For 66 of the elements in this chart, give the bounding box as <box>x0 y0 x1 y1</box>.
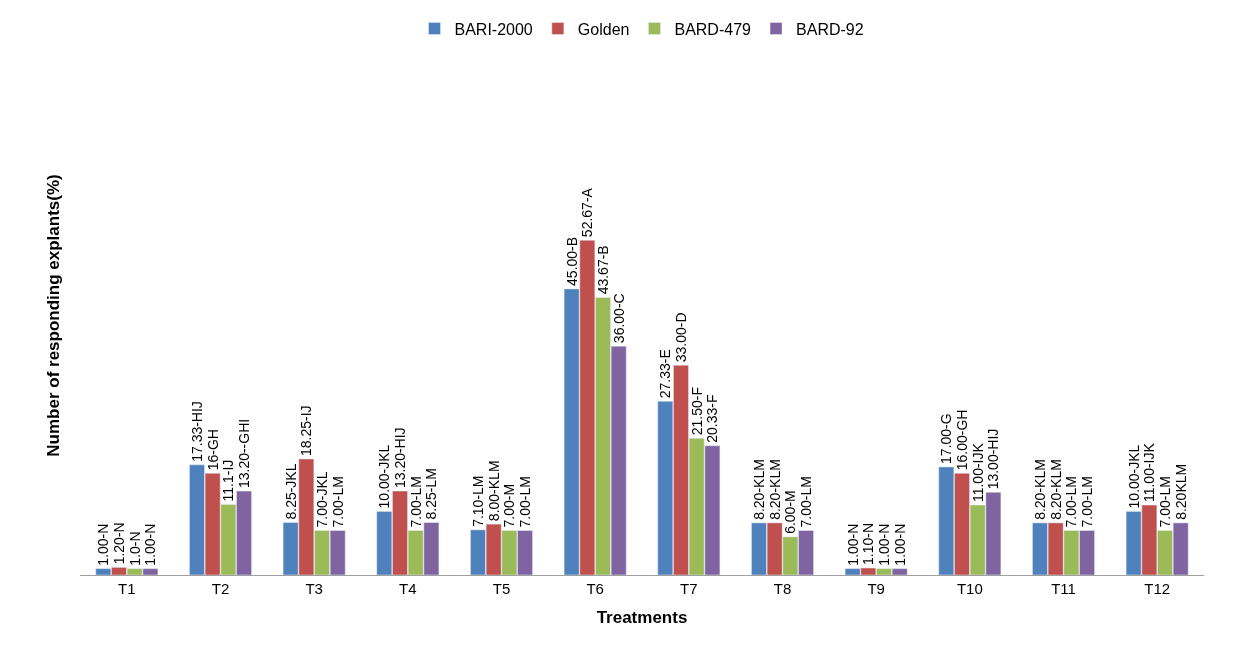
data-label: 10.00-JKL <box>1125 444 1142 509</box>
x-tick-label: T4 <box>399 580 417 597</box>
data-label: 13.20--GHI <box>236 418 253 489</box>
data-label: 8.00-KLM <box>485 460 502 522</box>
data-label: 11.00-IJK <box>969 442 986 503</box>
data-label: 8.20-KLM <box>1031 459 1048 520</box>
x-tick-label: T2 <box>211 580 230 597</box>
data-label: 43.67-B <box>595 245 612 295</box>
data-label: 7.00-LM <box>1063 476 1080 528</box>
y-axis-title: Number of responding explants(%) <box>43 174 63 457</box>
x-tick-label: T8 <box>773 580 792 597</box>
data-label: 21.50-F <box>688 387 705 436</box>
data-label: 7.00-LM <box>798 476 815 528</box>
data-label: 7.00-LM <box>1157 476 1174 528</box>
x-tick-label: T9 <box>867 580 885 597</box>
data-label: 17.33-HIJ <box>188 401 205 462</box>
x-tick-label: T11 <box>1051 580 1076 597</box>
data-label: 7.00-LM <box>407 476 424 528</box>
x-tick-label: T5 <box>492 580 511 597</box>
data-label: 7.00-JKL <box>314 471 331 528</box>
x-tick-label: T6 <box>586 580 604 597</box>
data-label: 1.00-N <box>891 523 908 566</box>
data-label: 11.00-IJK <box>1141 442 1158 503</box>
data-label: 16-GH <box>204 429 221 471</box>
legend-label: BARD-92 <box>796 20 864 38</box>
data-label: 10.00-JKL <box>376 444 393 509</box>
x-tick-label: T10 <box>956 580 983 597</box>
x-tick-label: T3 <box>305 580 323 597</box>
legend-label: BARD-479 <box>674 20 752 38</box>
data-label: 45.00-B <box>563 236 580 286</box>
data-label: 20.33-F <box>704 394 721 443</box>
data-label: 7.00-LM <box>517 476 534 528</box>
data-label: 1.10-N <box>860 522 877 566</box>
legend-label: Golden <box>577 20 630 38</box>
data-label: 7.00-M <box>501 483 518 528</box>
x-axis-title: Treatments <box>596 608 688 628</box>
x-tick-label: T12 <box>1144 580 1171 597</box>
data-label: 1.00-N <box>876 523 893 566</box>
data-label: 36.00-C <box>610 293 627 344</box>
data-label: 1.00-N <box>142 523 159 566</box>
data-label: 8.20-KLM <box>1047 459 1064 520</box>
data-label: 7.00-LM <box>1079 476 1096 528</box>
data-label: 11.1-IJ <box>220 459 237 502</box>
data-label: 52.67-A <box>579 187 596 238</box>
data-label: 8.20-KLM <box>766 459 783 520</box>
data-label: 8.20-KLM <box>750 459 767 520</box>
data-label: 8.25-JKL <box>282 463 299 520</box>
data-label: 6.00-M <box>782 490 799 534</box>
data-label: 7.10-LM <box>469 475 486 527</box>
data-label: 27.33-E <box>657 349 674 399</box>
data-label: 1.20-N <box>110 522 127 565</box>
data-label: 17.00-G <box>938 413 955 464</box>
data-label: 33.00-D <box>672 312 689 363</box>
x-tick-label: T1 <box>118 580 136 597</box>
data-label: 16.00-GH <box>953 409 970 471</box>
data-label: 13.20-HIJ <box>391 427 408 489</box>
data-label: 1.00-N <box>95 523 112 566</box>
data-label: 13.00-HIJ <box>985 428 1002 490</box>
legend-label: BARI-2000 <box>454 20 533 38</box>
data-label: 18.25-IJ <box>298 405 315 456</box>
x-tick-label: T7 <box>680 580 698 597</box>
data-label: 1.0-N <box>126 531 143 566</box>
data-label: 1.00-N <box>844 523 861 566</box>
data-label: 7.00-LM <box>329 476 346 528</box>
data-label: 8.20KLM <box>1172 463 1189 520</box>
data-label: 8.25-LM <box>423 468 440 520</box>
